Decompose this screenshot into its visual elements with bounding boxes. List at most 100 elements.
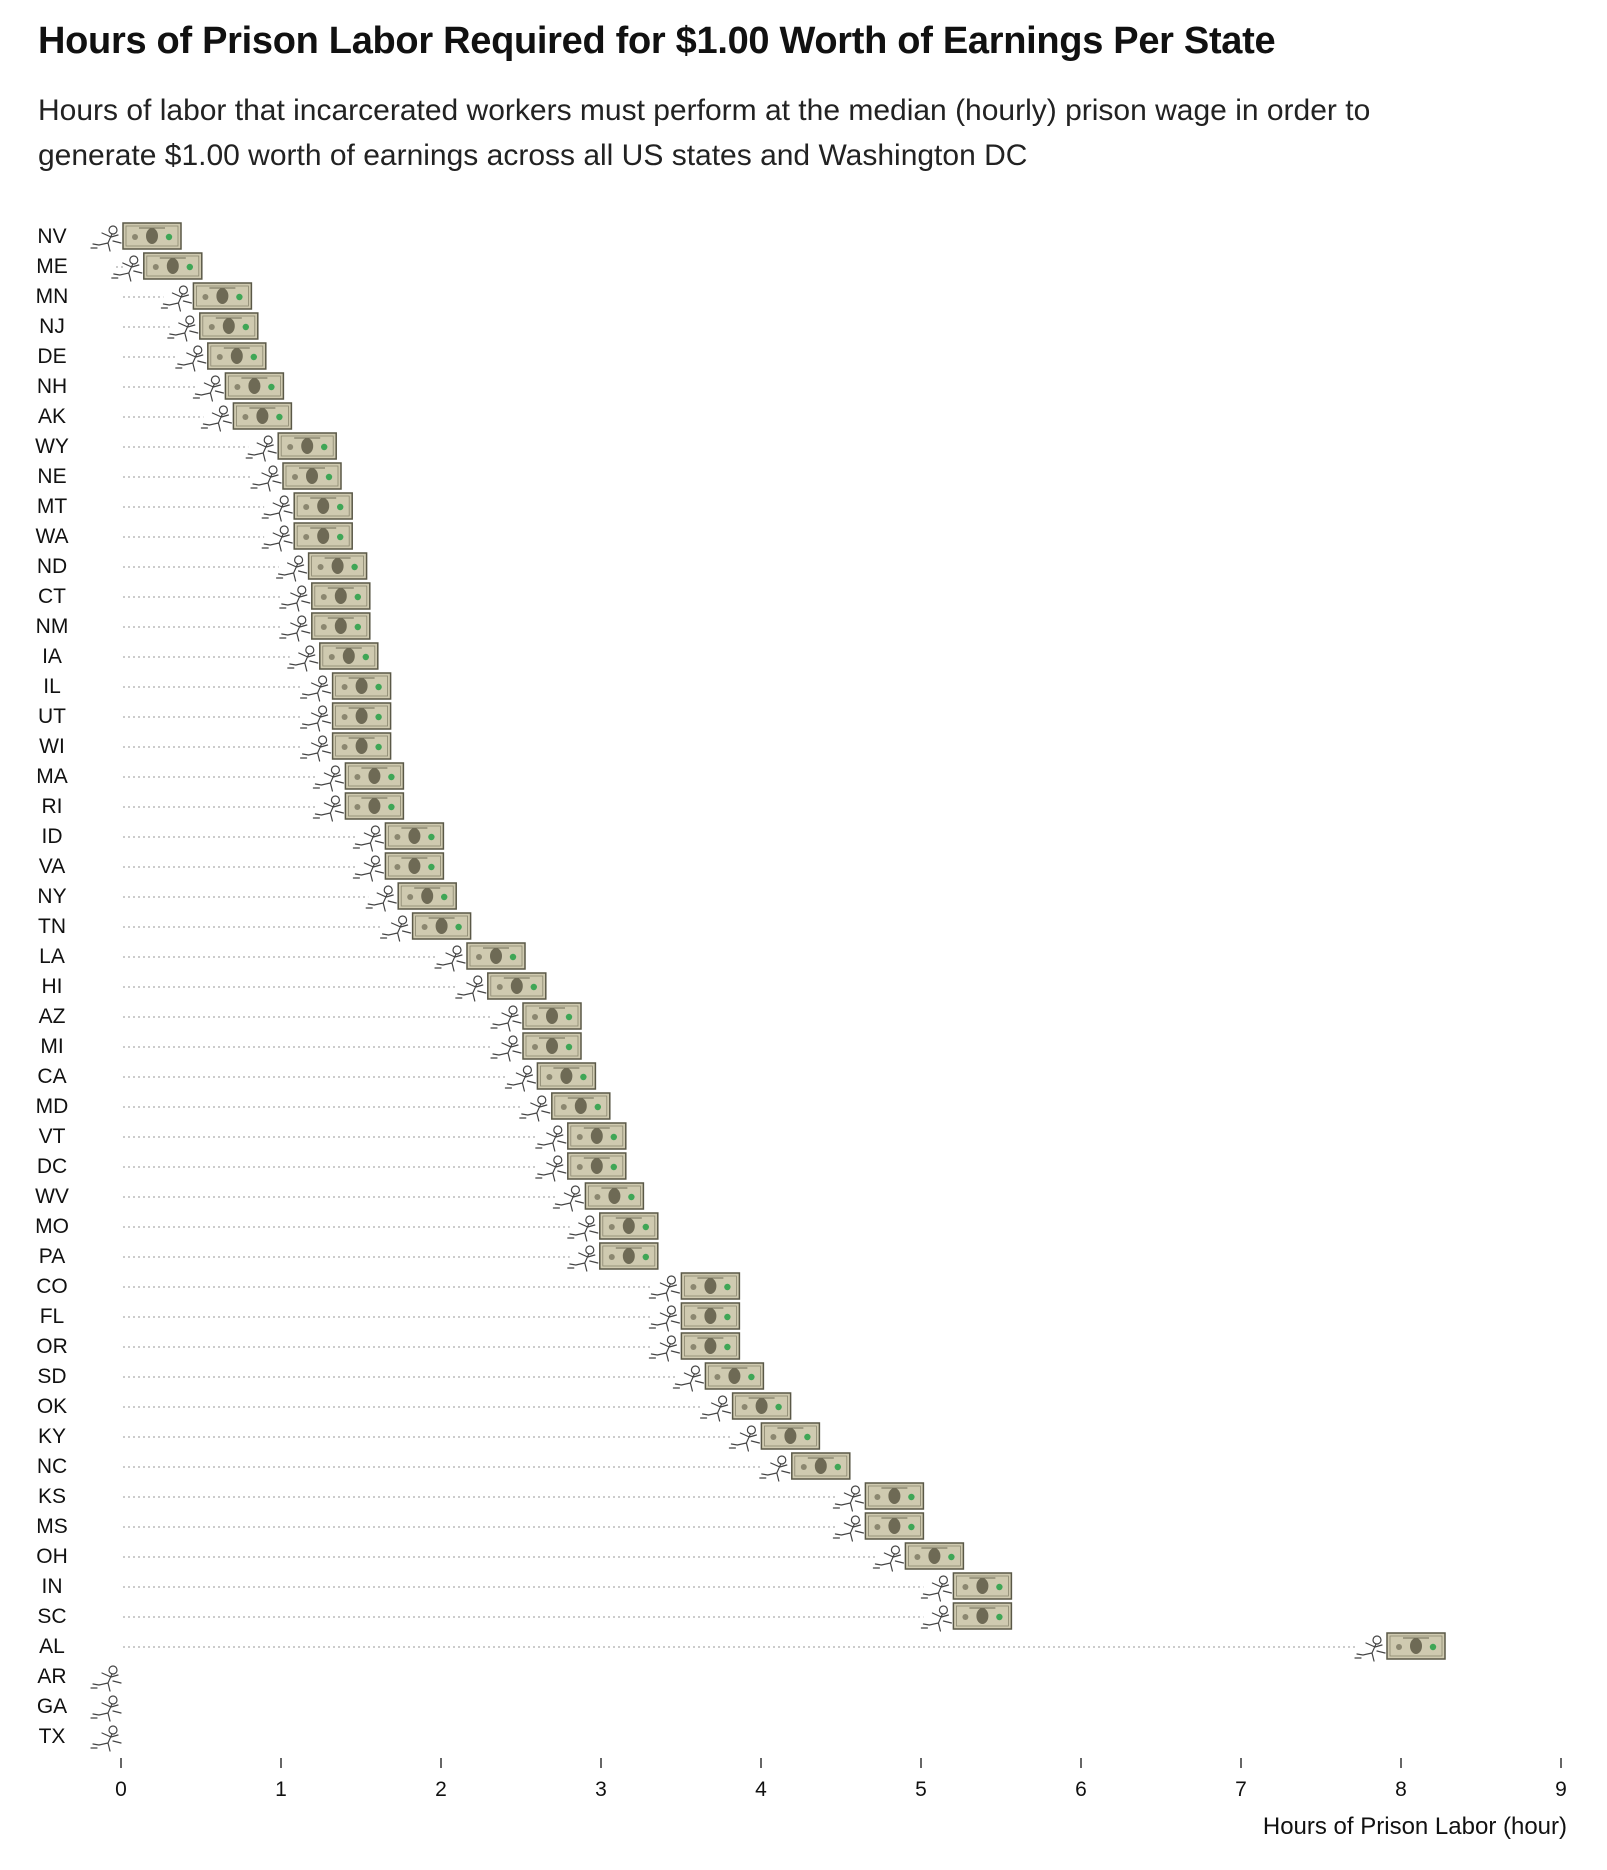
dollar-bill-icon (760, 1422, 821, 1450)
y-category-label: KY (38, 1425, 66, 1448)
y-category-label: WI (39, 735, 65, 758)
y-category-label: NH (37, 375, 67, 398)
running-figure-icon (90, 1665, 122, 1692)
y-category-label: TN (38, 915, 66, 938)
running-figure-icon (490, 1035, 522, 1062)
dollar-bill-icon (232, 402, 293, 430)
chart-row: VT (39, 1122, 627, 1152)
chart-row: VA (39, 852, 445, 882)
running-figure-icon (872, 1545, 905, 1572)
running-figure-icon (175, 345, 207, 372)
chart-row: MT (37, 492, 353, 522)
y-category-label: AL (39, 1635, 65, 1658)
chart-row: MI (40, 1032, 582, 1062)
x-tick-label: 4 (755, 1778, 767, 1801)
dollar-bill-icon (199, 312, 259, 340)
dollar-bill-icon (487, 972, 547, 1000)
dollar-bill-icon (864, 1512, 925, 1540)
chart-subtitle: Hours of labor that incarcerated workers… (38, 94, 1371, 172)
chart-row: PA (39, 1242, 659, 1272)
chart-row: WA (35, 522, 353, 552)
running-figure-icon (192, 375, 224, 402)
running-figure-icon (261, 495, 293, 522)
y-category-label: PA (39, 1245, 65, 1268)
running-figure-icon (535, 1155, 567, 1182)
y-category-label: GA (37, 1695, 67, 1718)
x-tick-label: 8 (1395, 1778, 1407, 1801)
chart-row: NH (37, 372, 285, 402)
dollar-bill-icon (344, 762, 405, 790)
dollar-bill-icon (704, 1362, 765, 1390)
chart-rows: NV ME MN NJ DE NH AK WY NE MT WA ND CT NM IA IL UT WI MA RI… (35, 222, 1446, 1752)
y-category-label: LA (39, 945, 65, 968)
running-figure-icon (759, 1455, 791, 1482)
running-figure-icon (279, 615, 311, 642)
chart-row: CT (38, 582, 371, 612)
y-category-label: CA (37, 1065, 66, 1088)
y-category-label: IL (43, 675, 61, 698)
dollar-bill-icon (680, 1302, 741, 1330)
chart-row: RI (42, 792, 405, 822)
chart-row: DE (37, 342, 267, 372)
running-figure-icon (261, 525, 293, 552)
dollar-bill-icon (331, 702, 392, 730)
y-category-label: MI (40, 1035, 63, 1058)
chart-row: ID (42, 822, 445, 852)
chart-row: ND (37, 552, 368, 582)
chart-row: DC (37, 1152, 627, 1182)
running-figure-icon (648, 1275, 681, 1302)
chart-row: NE (37, 462, 342, 492)
y-category-label: NJ (39, 315, 65, 338)
y-category-label: TX (39, 1725, 66, 1748)
dollar-bill-icon (397, 882, 457, 910)
dollar-bill-icon (307, 552, 368, 580)
chart-row: HI (42, 972, 547, 1002)
x-tick-label: 0 (115, 1778, 127, 1801)
running-figure-icon (90, 1695, 122, 1722)
y-category-label: MS (36, 1515, 68, 1538)
running-figure-icon (567, 1215, 599, 1242)
y-category-label: IA (42, 645, 62, 668)
dollar-bill-icon (311, 582, 371, 610)
dollar-bill-icon (536, 1062, 597, 1090)
chart-row: AR (37, 1665, 122, 1692)
running-figure-icon (920, 1605, 953, 1632)
chart-row: MD (36, 1092, 611, 1122)
chart-row: CA (37, 1062, 597, 1092)
y-category-label: NM (36, 615, 69, 638)
y-category-label: NV (37, 225, 66, 248)
running-figure-icon (245, 435, 277, 462)
running-figure-icon (167, 315, 199, 342)
y-category-label: ME (36, 255, 68, 278)
y-category-label: MT (37, 495, 67, 518)
y-category-label: VT (39, 1125, 66, 1148)
y-category-label: IN (42, 1575, 63, 1598)
running-figure-icon (672, 1365, 705, 1392)
x-tick-label: 7 (1235, 1778, 1247, 1801)
chart-row: KS (38, 1482, 925, 1512)
dollar-bill-icon (293, 522, 353, 550)
dollar-bill-icon (680, 1272, 741, 1300)
dollar-bill-icon (791, 1452, 851, 1480)
running-figure-icon (111, 255, 143, 282)
dollar-bill-icon (411, 912, 472, 940)
y-category-label: VA (39, 855, 65, 878)
y-category-label: SD (37, 1365, 66, 1388)
running-figure-icon (535, 1125, 567, 1152)
y-category-label: DC (37, 1155, 67, 1178)
y-category-label: ND (37, 555, 67, 578)
running-figure-icon (567, 1245, 599, 1272)
chart-row: MN (36, 282, 253, 312)
chart-row: TX (39, 1725, 122, 1752)
chart-row: NM (36, 612, 371, 642)
running-figure-icon (250, 465, 282, 492)
dollar-bill-icon (331, 732, 392, 760)
running-figure-icon (380, 915, 412, 942)
dollar-bill-icon (731, 1392, 792, 1420)
running-figure-icon (279, 585, 311, 612)
x-tick-label: 3 (595, 1778, 607, 1801)
chart-row: NV (37, 222, 182, 252)
y-category-label: HI (42, 975, 63, 998)
dollar-bill-icon (599, 1212, 659, 1240)
